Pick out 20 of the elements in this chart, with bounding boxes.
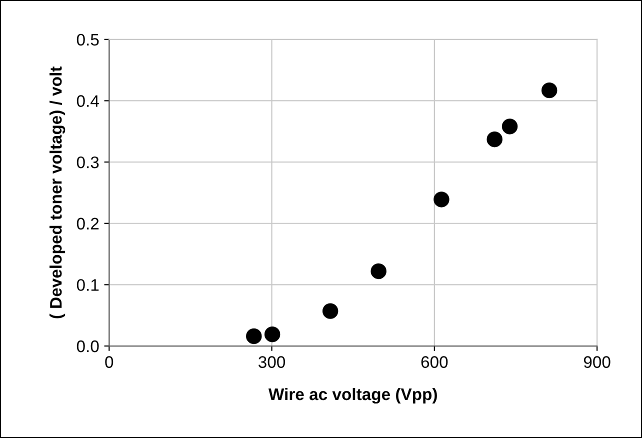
point — [502, 118, 518, 134]
x-axis-title: Wire ac voltage (Vpp) — [268, 388, 437, 404]
point — [246, 328, 262, 344]
point — [370, 263, 386, 280]
y-tick-label: 0.1 — [76, 279, 99, 291]
y-tick-label: 0.5 — [76, 34, 99, 46]
y-tick-label: 0.3 — [76, 156, 99, 168]
y-axis-title: ( Developed toner voltage) / volt — [50, 66, 66, 318]
point — [434, 192, 450, 208]
point — [541, 82, 558, 98]
y-tick-label: 0.0 — [76, 340, 99, 352]
x-tick-label: 300 — [258, 356, 286, 368]
point — [264, 326, 280, 342]
y-tick-label: 0.2 — [76, 218, 99, 230]
point — [322, 303, 338, 319]
point — [486, 132, 502, 148]
x-tick-label: 900 — [584, 356, 610, 368]
y-tick-label: 0.4 — [76, 95, 99, 107]
x-tick-label: 600 — [421, 356, 448, 368]
x-tick-label: 0 — [105, 356, 114, 368]
